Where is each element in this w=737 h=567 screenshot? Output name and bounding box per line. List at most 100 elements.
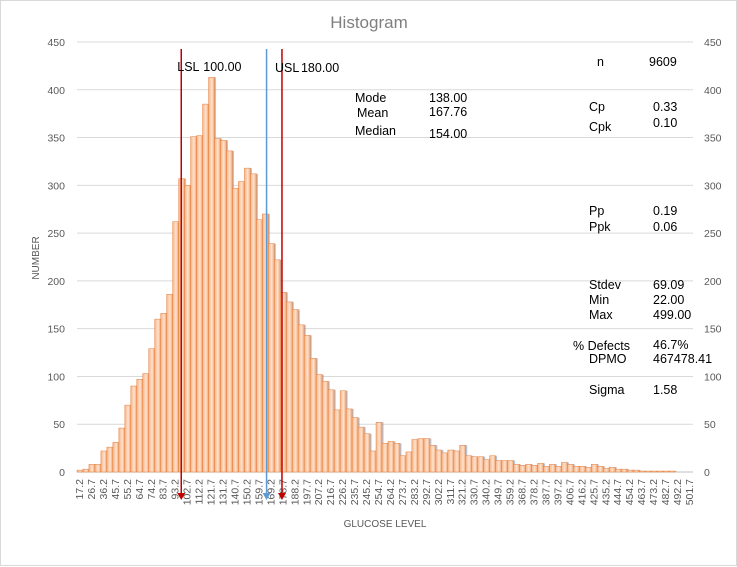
x-tick-label: 188.2 <box>289 479 301 505</box>
x-tick-label: 406.7 <box>564 479 576 505</box>
x-axis-title: GLUCOSE LEVEL <box>344 519 427 530</box>
usl-value: 180.00 <box>301 61 339 75</box>
x-tick-label: 444.7 <box>612 479 624 505</box>
stat-label: Cp <box>589 100 605 114</box>
bar <box>501 460 508 473</box>
y-tick-label-left: 50 <box>53 419 65 431</box>
bar <box>274 259 281 473</box>
bar <box>220 140 227 473</box>
stat-value: 467478.41 <box>653 352 712 366</box>
y-axis-title: NUMBER <box>31 236 42 279</box>
bar <box>620 468 628 473</box>
bar <box>292 309 299 473</box>
x-tick-label: 150.2 <box>241 479 253 505</box>
y-tick-label-right: 450 <box>704 37 722 49</box>
bar <box>250 173 257 473</box>
x-tick-label: 311.7 <box>445 479 457 505</box>
y-tick-label-right: 0 <box>704 467 710 479</box>
x-tick-label: 26.7 <box>86 479 98 500</box>
stat-value: 154.00 <box>429 127 467 141</box>
bar <box>244 167 251 473</box>
x-tick-label: 131.2 <box>218 479 230 505</box>
x-tick-label: 245.2 <box>361 479 373 505</box>
bar <box>513 464 520 473</box>
bar <box>662 470 670 473</box>
bar <box>471 456 478 473</box>
stat-label: Max <box>589 308 613 322</box>
bar <box>483 459 490 473</box>
y-tick-label-left: 0 <box>59 467 65 479</box>
bar <box>525 464 532 473</box>
stat-value: 22.00 <box>653 293 684 307</box>
y-tick-label-right: 100 <box>704 371 722 383</box>
bar <box>638 470 646 473</box>
stat-label: Cpk <box>589 120 612 134</box>
bar <box>172 221 179 473</box>
bar <box>327 389 335 473</box>
y-tick-label-right: 150 <box>704 324 722 336</box>
bar <box>345 408 353 473</box>
x-tick-label: 226.2 <box>337 479 349 505</box>
x-tick-label: 55.2 <box>122 479 134 500</box>
stat-label: Mean <box>357 106 388 120</box>
bar <box>489 455 496 473</box>
stat-label: Ppk <box>589 220 611 234</box>
bar <box>339 390 347 473</box>
bar <box>369 450 377 473</box>
y-tick-label-right: 50 <box>704 419 716 431</box>
x-tick-label: 64.7 <box>134 479 146 500</box>
x-tick-label: 482.7 <box>660 479 672 505</box>
y-tick-label-right: 400 <box>704 85 722 97</box>
x-tick-label: 359.2 <box>505 479 517 505</box>
x-tick-label: 159.7 <box>253 479 265 505</box>
x-tick-label: 112.2 <box>194 479 206 505</box>
bars <box>76 77 677 473</box>
bar <box>100 450 108 473</box>
x-tick-label: 216.7 <box>325 479 337 505</box>
stat-value: 0.19 <box>653 204 677 218</box>
bar <box>411 439 419 473</box>
x-tick-label: 178.7 <box>277 479 289 505</box>
x-tick-label: 273.7 <box>397 479 409 505</box>
stat-value: 46.7% <box>653 338 688 352</box>
stat-value: 167.76 <box>429 105 467 119</box>
bar <box>609 466 616 473</box>
x-tick-label: 254.7 <box>373 479 385 505</box>
bar <box>196 135 203 473</box>
stat-value: 0.33 <box>653 100 677 114</box>
y-tick-label-right: 300 <box>704 180 722 192</box>
x-tick-label: 169.2 <box>265 479 277 505</box>
bar <box>591 464 598 473</box>
bar <box>130 385 138 473</box>
bar <box>351 417 359 473</box>
bar <box>626 469 634 473</box>
x-tick-label: 140.7 <box>229 479 241 505</box>
x-tick-label: 121.7 <box>206 479 218 505</box>
stat-label: Stdev <box>589 278 622 292</box>
x-tick-label: 463.7 <box>636 479 648 505</box>
bar <box>333 409 341 473</box>
stat-value: 138.00 <box>429 91 467 105</box>
stat-label: % Defects <box>573 339 630 353</box>
bar <box>309 358 317 473</box>
bar <box>453 450 461 473</box>
chart-title: Histogram <box>330 13 407 32</box>
x-tick-label: 349.7 <box>493 479 505 505</box>
x-tick-label: 492.2 <box>672 479 684 505</box>
x-tick-label: 454.2 <box>624 479 636 505</box>
stat-label: n <box>597 55 604 69</box>
bar <box>417 438 425 473</box>
bar <box>268 243 275 473</box>
stat-value: 9609 <box>649 55 677 69</box>
bar <box>543 466 550 473</box>
bar <box>615 468 622 473</box>
x-tick-label: 473.2 <box>648 479 660 505</box>
bar <box>208 77 215 473</box>
stat-value: 1.58 <box>653 383 677 397</box>
x-tick-label: 416.2 <box>576 479 588 505</box>
bar <box>465 455 472 473</box>
bar <box>579 466 586 473</box>
y-tick-label-right: 200 <box>704 276 722 288</box>
x-tick-label: 17.2 <box>74 479 86 500</box>
